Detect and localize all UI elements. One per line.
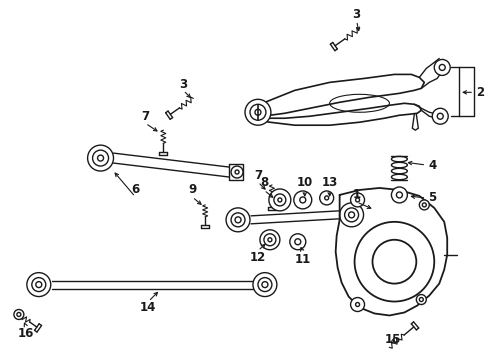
Circle shape bbox=[436, 113, 442, 119]
Text: 2: 2 bbox=[475, 86, 483, 99]
Circle shape bbox=[92, 150, 108, 166]
Circle shape bbox=[230, 213, 244, 227]
Text: 3: 3 bbox=[352, 8, 360, 21]
Circle shape bbox=[32, 278, 46, 292]
Circle shape bbox=[235, 170, 239, 174]
Circle shape bbox=[254, 109, 261, 115]
Text: 14: 14 bbox=[140, 301, 156, 314]
Text: 11: 11 bbox=[294, 253, 310, 266]
Circle shape bbox=[419, 200, 428, 210]
Circle shape bbox=[355, 198, 359, 202]
Circle shape bbox=[431, 108, 447, 124]
Circle shape bbox=[355, 302, 359, 306]
Circle shape bbox=[273, 194, 285, 206]
Text: 8: 8 bbox=[259, 176, 267, 189]
Circle shape bbox=[289, 234, 305, 250]
Circle shape bbox=[17, 312, 21, 316]
Text: 10: 10 bbox=[296, 176, 312, 189]
Text: 6: 6 bbox=[131, 184, 139, 197]
Circle shape bbox=[372, 240, 415, 284]
Circle shape bbox=[422, 203, 426, 207]
Circle shape bbox=[433, 59, 449, 75]
Circle shape bbox=[260, 230, 279, 250]
Circle shape bbox=[264, 234, 275, 246]
Circle shape bbox=[27, 273, 51, 297]
Circle shape bbox=[390, 187, 407, 203]
Circle shape bbox=[293, 191, 311, 209]
Circle shape bbox=[350, 193, 364, 207]
Circle shape bbox=[339, 203, 363, 227]
Circle shape bbox=[230, 166, 243, 178]
Circle shape bbox=[396, 192, 402, 198]
Text: 12: 12 bbox=[249, 251, 265, 264]
Text: 1: 1 bbox=[352, 188, 360, 202]
Text: 7: 7 bbox=[141, 110, 149, 123]
Text: 3: 3 bbox=[179, 78, 187, 91]
Circle shape bbox=[438, 64, 444, 71]
Circle shape bbox=[294, 239, 300, 245]
Circle shape bbox=[277, 198, 281, 202]
Text: 4: 4 bbox=[427, 158, 435, 172]
Circle shape bbox=[354, 222, 433, 302]
Circle shape bbox=[252, 273, 276, 297]
Circle shape bbox=[249, 104, 265, 120]
Circle shape bbox=[87, 145, 113, 171]
Circle shape bbox=[268, 189, 290, 211]
Circle shape bbox=[324, 196, 328, 200]
Text: 9: 9 bbox=[188, 184, 196, 197]
Circle shape bbox=[98, 155, 103, 161]
Circle shape bbox=[344, 208, 358, 222]
Text: 16: 16 bbox=[18, 327, 34, 340]
Circle shape bbox=[14, 310, 24, 319]
Circle shape bbox=[262, 282, 267, 288]
Circle shape bbox=[244, 99, 270, 125]
Text: 13: 13 bbox=[321, 176, 337, 189]
Circle shape bbox=[235, 217, 241, 223]
Circle shape bbox=[36, 282, 41, 288]
Circle shape bbox=[258, 278, 271, 292]
Circle shape bbox=[267, 238, 271, 242]
Circle shape bbox=[319, 191, 333, 205]
Circle shape bbox=[419, 298, 423, 302]
Text: 5: 5 bbox=[427, 192, 435, 204]
Circle shape bbox=[350, 298, 364, 311]
Circle shape bbox=[348, 212, 354, 218]
Circle shape bbox=[225, 208, 249, 232]
Circle shape bbox=[299, 197, 305, 203]
Text: 15: 15 bbox=[384, 333, 400, 346]
Text: 7: 7 bbox=[253, 168, 262, 181]
Circle shape bbox=[415, 294, 426, 305]
